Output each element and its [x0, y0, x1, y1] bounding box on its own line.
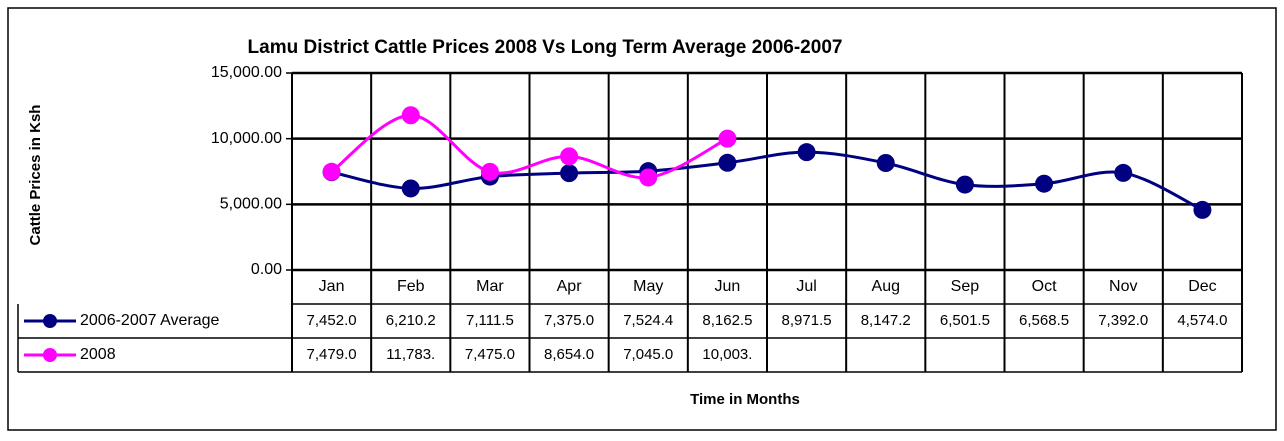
data-point [560, 164, 579, 183]
data-point [401, 179, 420, 198]
table-value: 7,392.0 [1098, 312, 1148, 329]
data-point [322, 162, 341, 181]
table-value: 7,475.0 [465, 346, 515, 363]
table-value: 7,524.4 [623, 312, 673, 329]
x-tick-label: Feb [397, 278, 425, 295]
table-value: 6,501.5 [940, 312, 990, 329]
x-tick-label: Nov [1109, 278, 1137, 295]
data-point [718, 129, 737, 148]
table-value: 7,111.5 [466, 312, 514, 329]
x-tick-label: Oct [1032, 278, 1057, 295]
table-value: 6,210.2 [386, 312, 436, 329]
data-point [876, 154, 895, 173]
data-point [797, 143, 816, 162]
data-point [955, 175, 974, 194]
data-point [560, 147, 579, 166]
data-point [639, 168, 658, 187]
table-value: 11,783. [386, 346, 435, 363]
table-value: 7,375.0 [544, 312, 594, 329]
legend-label: 2008 [80, 346, 116, 363]
y-tick-label: 10,000.00 [211, 130, 282, 147]
table-value: 8,147.2 [861, 312, 911, 329]
data-point [480, 162, 499, 181]
x-tick-label: Jul [796, 278, 816, 295]
series-line [331, 150, 1204, 212]
table-value: 8,654.0 [544, 346, 594, 363]
legend-label: 2006-2007 Average [80, 312, 219, 329]
x-tick-label: Sep [951, 278, 980, 295]
table-value: 7,452.0 [307, 312, 357, 329]
x-tick-label: Aug [872, 278, 900, 295]
x-axis-label: Time in Months [690, 391, 800, 408]
table-value: 4,574.0 [1177, 312, 1227, 329]
y-tick-label: 5,000.00 [220, 196, 282, 213]
x-tick-label: Mar [476, 278, 504, 295]
x-tick-label: Jun [715, 278, 741, 295]
x-tick-label: May [633, 278, 663, 295]
table-value: 7,479.0 [307, 346, 357, 363]
table-value: 7,045.0 [623, 346, 673, 363]
data-point [718, 153, 737, 172]
y-tick-label: 0.00 [251, 261, 282, 278]
legend-marker [43, 348, 57, 362]
data-point [401, 106, 420, 125]
y-axis-label: Cattle Prices in Ksh [27, 105, 44, 246]
chart-frame [7, 7, 1277, 431]
table-value: 8,971.5 [782, 312, 832, 329]
x-tick-label: Dec [1188, 278, 1216, 295]
x-tick-label: Jan [319, 278, 345, 295]
y-tick-label: 15,000.00 [211, 64, 282, 81]
chart-title: Lamu District Cattle Prices 2008 Vs Long… [248, 37, 843, 58]
table-value: 6,568.5 [1019, 312, 1069, 329]
data-point [1114, 163, 1133, 182]
data-point [1035, 174, 1054, 193]
legend-marker [43, 314, 57, 328]
data-point [1193, 200, 1212, 219]
x-tick-label: Apr [557, 278, 583, 295]
table-value: 10,003. [702, 346, 752, 363]
table-value: 8,162.5 [702, 312, 752, 329]
